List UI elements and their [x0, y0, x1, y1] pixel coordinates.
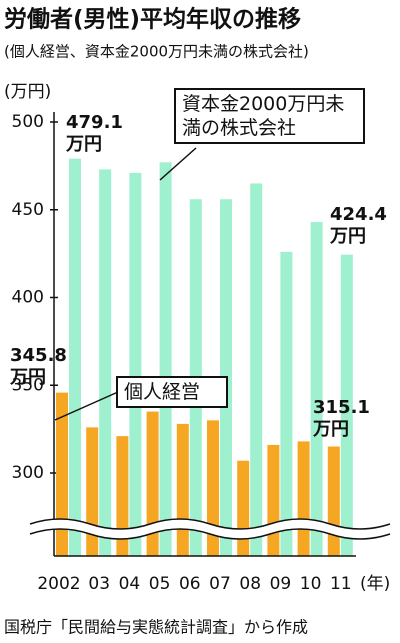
value-unit: 万円 — [65, 134, 102, 155]
value-label: 479.1 — [66, 112, 123, 133]
x-tick-label: 08 — [239, 574, 261, 594]
y-tick-label: 450 — [12, 200, 44, 220]
callout-line — [159, 147, 197, 181]
legend-entry: 個人経営 — [116, 376, 228, 408]
y-unit: (万円) — [4, 82, 51, 102]
value-label: 345.8 — [10, 345, 67, 366]
bar — [99, 169, 112, 556]
bar — [310, 222, 323, 556]
axis-break-line — [29, 518, 391, 530]
legend-entry: 資本金2000万円未満の株式会社 — [174, 88, 365, 144]
x-tick-label: 04 — [119, 574, 141, 594]
y-tick-label: 350 — [12, 375, 44, 395]
bar — [297, 441, 310, 556]
x-tick-label: 10 — [300, 574, 322, 594]
y-tick-label: 300 — [12, 463, 44, 483]
x-tick-label: 03 — [88, 574, 110, 594]
chart-title: 労働者(男性)平均年収の推移 — [4, 6, 301, 33]
bar — [207, 420, 219, 556]
callout-line — [54, 391, 119, 421]
bar — [267, 444, 280, 556]
bar — [250, 183, 263, 557]
bar — [116, 436, 129, 556]
x-tick-label: 2002 — [37, 574, 80, 594]
value-unit: 万円 — [329, 226, 366, 247]
y-tick-label: 500 — [12, 112, 44, 132]
bar — [159, 162, 172, 557]
value-label: 315.1 — [313, 397, 370, 418]
x-tick-label: 05 — [149, 574, 171, 594]
x-tick-label: 11 — [330, 574, 352, 594]
bar — [327, 446, 340, 556]
source: 国税庁「民間給与実態統計調査」から作成 — [4, 618, 308, 637]
x-tick-label: 09 — [270, 574, 292, 594]
value-unit: 万円 — [9, 367, 46, 388]
chart-subtitle: (個人経営、資本金2000万円未満の株式会社) — [4, 43, 309, 61]
bar — [176, 423, 189, 556]
bar — [56, 392, 68, 556]
axis-break — [30, 519, 390, 539]
bar — [280, 251, 293, 556]
y-tick-label: 400 — [12, 288, 44, 308]
bar — [86, 427, 99, 556]
bar — [237, 460, 250, 556]
bar — [146, 411, 159, 556]
bar — [69, 158, 81, 556]
value-unit: 万円 — [312, 419, 349, 440]
value-label: 424.4 — [330, 204, 387, 225]
bar — [340, 254, 353, 557]
x-tick-label: 06 — [179, 574, 201, 594]
x-tick-label: 07 — [209, 574, 231, 594]
x-unit: (年) — [360, 574, 390, 594]
bar — [129, 172, 142, 556]
axis-break-line — [29, 528, 391, 540]
